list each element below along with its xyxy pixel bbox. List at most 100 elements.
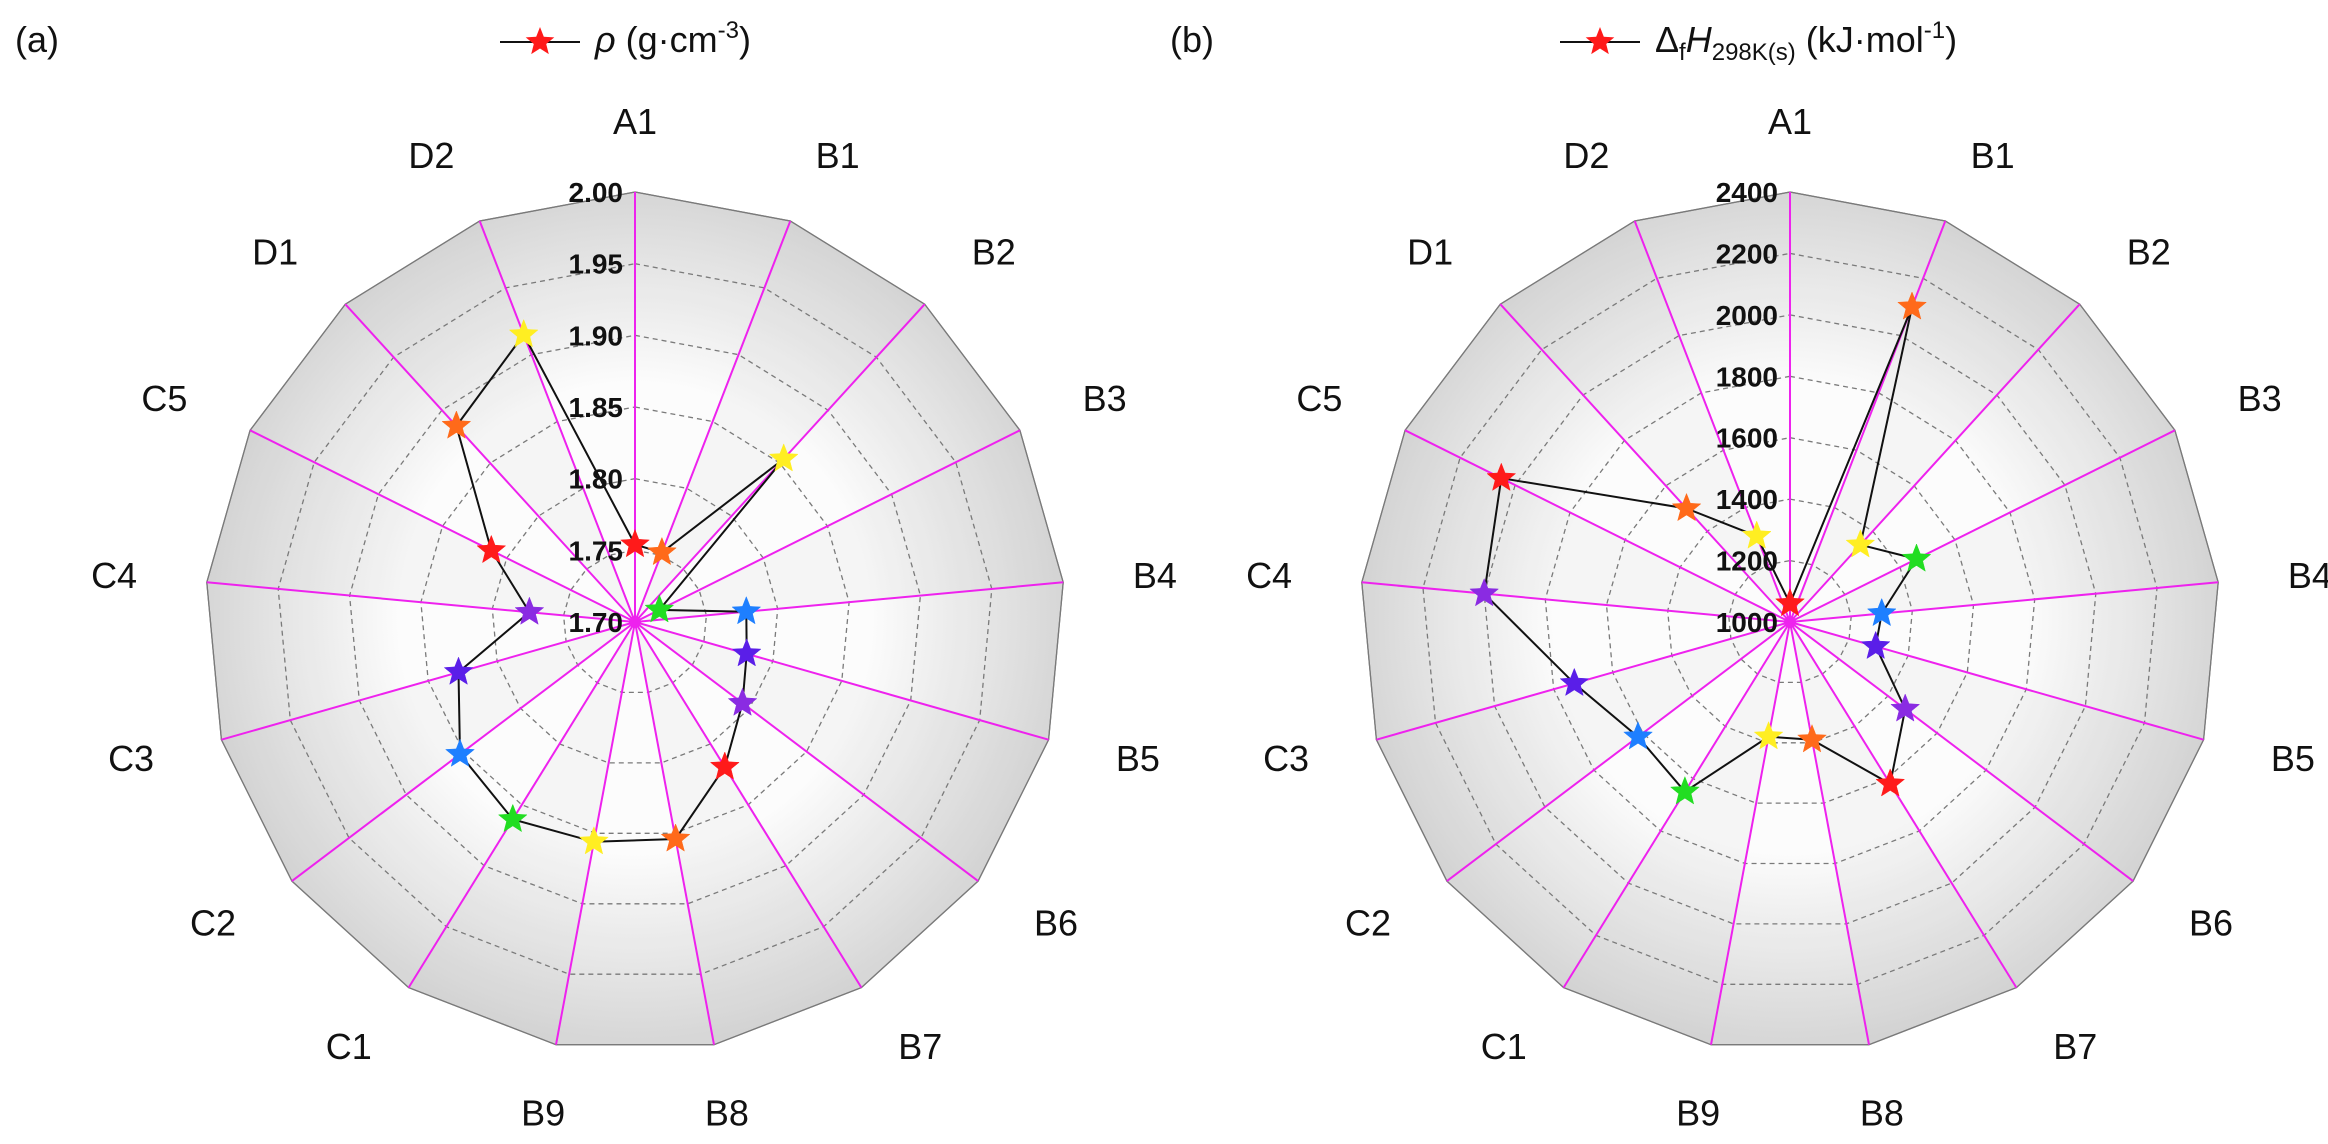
radar-wedge-shade xyxy=(635,582,1064,740)
data-point-B8 xyxy=(660,823,691,852)
panel-label: (b) xyxy=(1170,19,1214,60)
category-label-B3: B3 xyxy=(1083,378,1127,419)
radar-wedge-shade xyxy=(1446,622,1790,988)
radar-wedge-shade xyxy=(635,192,791,622)
data-point-B3 xyxy=(644,594,675,623)
radar-wedge-shade xyxy=(635,221,925,622)
radar-wedge-shade xyxy=(1790,622,2134,988)
category-label-C4: C4 xyxy=(1246,555,1292,596)
grid-ring xyxy=(277,263,993,975)
spoke-C1 xyxy=(1562,621,1791,989)
spoke-B9 xyxy=(1710,621,1791,1045)
data-point-B1 xyxy=(1897,291,1927,320)
category-label-D2: D2 xyxy=(408,135,454,176)
radar-wedge-shade xyxy=(1361,582,1790,740)
spoke-B4 xyxy=(1789,581,2219,623)
category-label-A1: A1 xyxy=(613,101,657,142)
radar-wedge-shade xyxy=(479,192,635,622)
data-point-B8 xyxy=(1797,724,1827,753)
tick-label: 1000 xyxy=(1716,607,1778,638)
spoke-C3 xyxy=(221,621,636,741)
data-point-B7 xyxy=(709,751,740,780)
spoke-C5 xyxy=(249,429,636,623)
tick-label: 1600 xyxy=(1716,423,1778,454)
spoke-C5 xyxy=(1404,429,1791,623)
tick-label: 2400 xyxy=(1716,177,1778,208)
radar-wedge-shade xyxy=(1711,622,1869,1045)
spoke-D2 xyxy=(1633,220,1791,623)
panel-label: (a) xyxy=(15,19,59,60)
radar-wedge-shade xyxy=(635,622,862,1045)
spoke-C2 xyxy=(1446,621,1791,882)
grid-ring xyxy=(1483,314,2097,925)
data-point-C5 xyxy=(1486,462,1517,491)
radar-wedge-shade xyxy=(1790,622,2017,1045)
category-label-C5: C5 xyxy=(141,378,187,419)
category-label-B3: B3 xyxy=(2238,378,2282,419)
category-label-B8: B8 xyxy=(1860,1093,1904,1134)
data-point-B1 xyxy=(647,536,677,566)
category-label-C3: C3 xyxy=(108,738,154,779)
spoke-B5 xyxy=(1789,621,2204,741)
legend-star-icon xyxy=(525,27,555,55)
spoke-D2 xyxy=(478,220,636,623)
spoke-B2 xyxy=(1789,303,2081,623)
grid-ring xyxy=(1605,437,1975,804)
radar-panel-b: 1000 1200 1400 1600 1800 2000 2200 2400 A1 B1 B2 B3… xyxy=(1170,17,2328,1134)
data-point-A1 xyxy=(620,528,650,558)
category-label-D2: D2 xyxy=(1563,135,1609,176)
tick-label: 1.80 xyxy=(569,464,624,495)
radar-wedge-shade xyxy=(635,430,1064,622)
data-point-B9 xyxy=(1753,721,1784,750)
category-label-B9: B9 xyxy=(1676,1093,1720,1134)
spoke-B3 xyxy=(1789,429,2176,623)
radar-wedge-shade xyxy=(1790,304,2175,622)
data-point-B7 xyxy=(1875,768,1906,797)
data-point-B6 xyxy=(1890,693,1921,722)
data-point-C4 xyxy=(514,596,545,625)
tick-label: 1.90 xyxy=(569,320,624,351)
spoke-B7 xyxy=(1789,621,2018,989)
data-point-B2 xyxy=(1845,529,1876,558)
category-label-C5: C5 xyxy=(1296,378,1342,419)
category-label-D1: D1 xyxy=(252,232,298,273)
category-label-C2: C2 xyxy=(190,902,236,943)
category-label-C4: C4 xyxy=(91,555,137,596)
tick-label: 2200 xyxy=(1716,238,1778,269)
data-point-B2 xyxy=(768,443,799,472)
spoke-C4 xyxy=(206,581,636,623)
radar-wedge-shade xyxy=(221,622,635,882)
spoke-B4 xyxy=(634,581,1064,623)
category-label-B7: B7 xyxy=(2053,1026,2097,1067)
radar-wedge-shade xyxy=(635,304,1020,622)
data-point-C4 xyxy=(1469,578,1500,607)
category-label-B7: B7 xyxy=(898,1026,942,1067)
data-point-C3 xyxy=(1559,667,1590,697)
radar-wedge-shade xyxy=(250,304,635,622)
spoke-B6 xyxy=(634,621,979,882)
radar-wedge-shade xyxy=(1790,221,2080,622)
category-label-B6: B6 xyxy=(1034,902,1078,943)
tick-label: 1.75 xyxy=(569,535,624,566)
data-point-D2 xyxy=(1741,520,1772,549)
radar-wedge-shade xyxy=(408,622,635,1045)
legend-label: ρ (g·cm-3) xyxy=(594,17,751,60)
tick-label: 1.85 xyxy=(569,392,624,423)
legend-label: ΔfH298K(s) (kJ·mol-1) xyxy=(1655,17,1957,66)
category-label-C1: C1 xyxy=(1481,1026,1527,1067)
data-point-C5 xyxy=(476,534,507,564)
radar-wedge-shade xyxy=(1361,430,1790,622)
radar-wedge-shade xyxy=(1790,622,2204,882)
radar-panel-a: 1.70 1.75 1.80 1.85 1.90 1.95 2.00 A1 B1 B2 B3 B4 B5… xyxy=(15,17,1177,1134)
data-point-C2 xyxy=(1623,721,1653,750)
radar-wedge-shade xyxy=(635,622,979,988)
spoke-B8 xyxy=(1789,621,1870,1045)
center-point xyxy=(1784,616,1796,628)
tick-label: 1.70 xyxy=(569,607,624,638)
grid-ring xyxy=(1422,252,2158,985)
data-point-D1 xyxy=(1671,492,1702,522)
spoke-D1 xyxy=(1499,303,1791,623)
grid-ring xyxy=(1361,191,2219,1046)
category-label-B2: B2 xyxy=(972,232,1016,273)
